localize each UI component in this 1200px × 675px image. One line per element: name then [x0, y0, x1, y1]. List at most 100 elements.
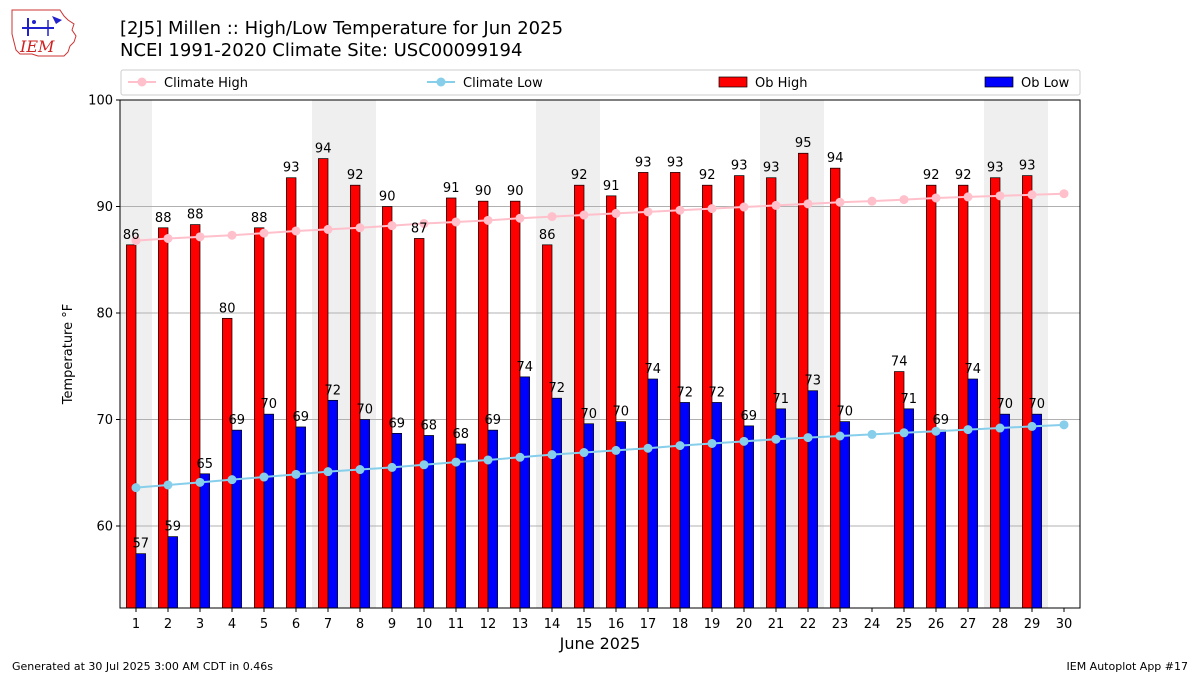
climate-low-point-day-28: [995, 423, 1005, 433]
ob-low-label-day-25: 71: [901, 392, 918, 407]
y-tick-label: 90: [96, 200, 113, 215]
x-tick-label: 18: [672, 617, 689, 632]
ob-high-bar-day-9: [382, 206, 393, 609]
ob-high-bar-day-7: [318, 158, 329, 609]
ob-low-label-day-10: 68: [421, 418, 438, 433]
x-tick-label: 19: [704, 617, 721, 632]
ob-low-bar-day-1: [135, 553, 146, 609]
climate-high-point-day-4: [227, 230, 237, 240]
legend-ob-high-label: Ob High: [755, 76, 808, 91]
ob-high-label-day-23: 94: [827, 151, 844, 166]
climate-low-point-day-23: [835, 431, 845, 441]
x-tick-label: 23: [832, 617, 849, 632]
ob-high-label-day-29: 93: [1019, 159, 1036, 174]
climate-high-point-day-12: [483, 215, 493, 225]
legend-climate-low-marker: [436, 77, 446, 87]
y-axis-label: Temperature °F: [61, 304, 76, 405]
ob-high-bar-day-20: [734, 175, 745, 609]
ob-high-bar-day-22: [798, 152, 809, 609]
x-tick-label: 28: [992, 617, 1009, 632]
ob-low-bar-day-28: [999, 413, 1010, 609]
ob-low-label-day-9: 69: [389, 416, 406, 431]
x-tick-label: 21: [768, 617, 785, 632]
climate-low-point-day-17: [643, 443, 653, 453]
ob-high-bar-day-18: [670, 172, 681, 609]
climate-low-point-day-27: [963, 425, 973, 435]
x-tick-label: 3: [196, 617, 204, 632]
x-tick-label: 29: [1024, 617, 1041, 632]
climate-high-point-day-24: [867, 196, 877, 206]
ob-high-bar-day-13: [510, 200, 521, 609]
ob-low-label-day-19: 72: [709, 385, 726, 400]
ob-low-label-day-2: 59: [165, 520, 182, 535]
ob-low-label-day-1: 57: [133, 537, 150, 552]
ob-low-label-day-17: 74: [645, 362, 662, 377]
x-tick-label: 10: [416, 617, 433, 632]
x-tick-label: 9: [388, 617, 396, 632]
climate-low-point-day-8: [355, 465, 365, 475]
ob-high-label-day-25: 74: [891, 355, 908, 370]
climate-high-point-day-15: [579, 210, 589, 220]
legend-ob-low-label: Ob Low: [1021, 76, 1070, 91]
ob-high-label-day-17: 93: [635, 155, 652, 170]
ob-low-bar-day-21: [775, 408, 786, 609]
climate-high-point-day-29: [1027, 190, 1037, 200]
climate-high-point-day-30: [1059, 189, 1069, 199]
ob-low-bar-day-10: [423, 435, 434, 609]
legend: Climate High Climate Low Ob High Ob Low: [120, 69, 1081, 96]
climate-high-point-day-2: [163, 233, 173, 243]
legend-box: [120, 69, 1081, 96]
ob-low-bar-day-5: [263, 413, 274, 609]
ob-high-label-day-26: 92: [923, 168, 940, 183]
climate-low-point-day-7: [323, 467, 333, 477]
climate-high-point-day-9: [387, 221, 397, 231]
climate-high-point-day-18: [675, 205, 685, 215]
weekend-shade-day-1: [120, 100, 152, 608]
ob-low-bar-day-2: [167, 536, 178, 609]
x-tick-label: 8: [356, 617, 364, 632]
x-tick-label: 22: [800, 617, 817, 632]
climate-low-point-day-13: [515, 452, 525, 462]
climate-high-point-day-27: [963, 192, 973, 202]
ob-low-label-day-28: 70: [997, 397, 1014, 412]
climate-high-point-day-11: [451, 217, 461, 227]
y-tick-label: 100: [88, 94, 113, 109]
climate-low-point-day-29: [1027, 421, 1037, 431]
plot-frame: [119, 99, 1081, 609]
ob-low-bar-day-27: [967, 378, 978, 609]
climate-lines: [131, 189, 1069, 493]
ob-low-bar-day-4: [231, 429, 242, 609]
climate-high-point-day-10: [419, 219, 429, 229]
iem-logo: IEM: [11, 9, 77, 57]
ob-high-bar-day-10: [414, 238, 425, 609]
logo-text: IEM: [19, 37, 55, 56]
ob-high-label-day-14: 86: [539, 228, 556, 243]
x-tick-label: 12: [480, 617, 497, 632]
x-tick-label: 26: [928, 617, 945, 632]
y-tick-label: 70: [96, 413, 113, 428]
ob-high-bar-day-6: [286, 177, 297, 609]
ob-high-bar-day-15: [574, 184, 585, 609]
climate-low-point-day-26: [931, 426, 941, 436]
climate-high-point-day-20: [739, 202, 749, 212]
weekend-shade-day-7: [312, 100, 344, 608]
ob-low-label-day-12: 69: [485, 413, 502, 428]
ob-high-bar-day-1: [126, 244, 137, 609]
climate-low-point-day-15: [579, 448, 589, 458]
ob-low-bar-day-19: [711, 402, 722, 609]
ob-low-bar-day-16: [615, 421, 626, 609]
x-tick-label: 4: [228, 617, 236, 632]
ob-low-label-day-27: 74: [965, 362, 982, 377]
x-tick-label: 24: [864, 617, 881, 632]
ob-high-bar-day-29: [1022, 175, 1033, 609]
weekend-shade-day-15: [568, 100, 600, 608]
ob-low-label-day-16: 70: [613, 405, 630, 420]
weekend-shading: [120, 100, 1048, 608]
climate-low-point-day-2: [163, 480, 173, 490]
climate-low-point-day-19: [707, 438, 717, 448]
ob-high-bar-day-23: [830, 167, 841, 609]
ob-low-bar-day-23: [839, 421, 850, 609]
climate-low-point-day-10: [419, 460, 429, 470]
climate-high-point-day-6: [291, 226, 301, 236]
